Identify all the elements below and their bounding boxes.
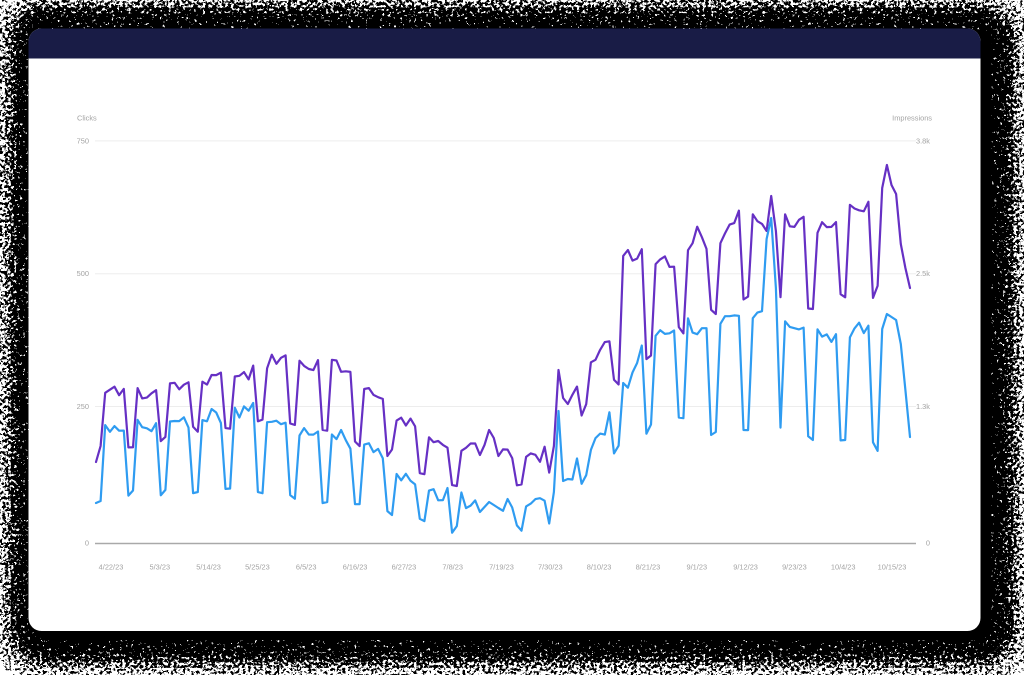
svg-text:9/1/23: 9/1/23 bbox=[687, 563, 708, 572]
svg-text:3.8k: 3.8k bbox=[916, 136, 930, 145]
svg-text:0: 0 bbox=[926, 538, 930, 547]
svg-text:250: 250 bbox=[77, 402, 89, 411]
svg-text:6/5/23: 6/5/23 bbox=[296, 563, 317, 572]
svg-text:8/21/23: 8/21/23 bbox=[636, 563, 661, 572]
svg-text:4/22/23: 4/22/23 bbox=[99, 563, 124, 572]
svg-text:500: 500 bbox=[77, 269, 89, 278]
svg-text:6/27/23: 6/27/23 bbox=[392, 563, 417, 572]
svg-text:750: 750 bbox=[77, 136, 89, 145]
svg-text:6/16/23: 6/16/23 bbox=[343, 563, 368, 572]
svg-text:2.5k: 2.5k bbox=[916, 269, 930, 278]
svg-text:0: 0 bbox=[85, 538, 89, 547]
svg-text:7/30/23: 7/30/23 bbox=[538, 563, 563, 572]
svg-text:5/25/23: 5/25/23 bbox=[245, 563, 270, 572]
svg-text:5/14/23: 5/14/23 bbox=[196, 563, 221, 572]
svg-text:8/10/23: 8/10/23 bbox=[587, 563, 612, 572]
svg-text:10/4/23: 10/4/23 bbox=[831, 563, 856, 572]
svg-text:9/12/23: 9/12/23 bbox=[733, 563, 758, 572]
svg-text:7/19/23: 7/19/23 bbox=[489, 563, 514, 572]
svg-text:Clicks: Clicks bbox=[77, 114, 97, 123]
svg-text:5/3/23: 5/3/23 bbox=[150, 563, 171, 572]
svg-text:1.3k: 1.3k bbox=[916, 402, 930, 411]
svg-text:9/23/23: 9/23/23 bbox=[782, 563, 807, 572]
svg-text:Impressions: Impressions bbox=[892, 114, 932, 123]
svg-text:7/8/23: 7/8/23 bbox=[442, 563, 463, 572]
svg-text:10/15/23: 10/15/23 bbox=[878, 563, 907, 572]
